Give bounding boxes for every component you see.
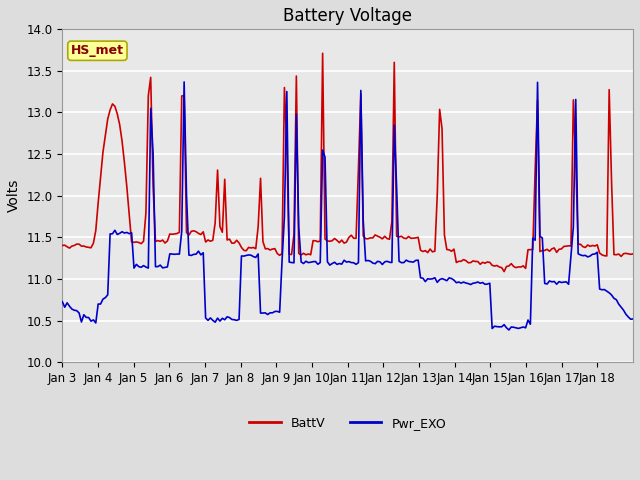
Legend: BattV, Pwr_EXO: BattV, Pwr_EXO — [244, 412, 451, 435]
Text: HS_met: HS_met — [71, 44, 124, 57]
Title: Battery Voltage: Battery Voltage — [284, 7, 412, 25]
Y-axis label: Volts: Volts — [7, 179, 21, 213]
